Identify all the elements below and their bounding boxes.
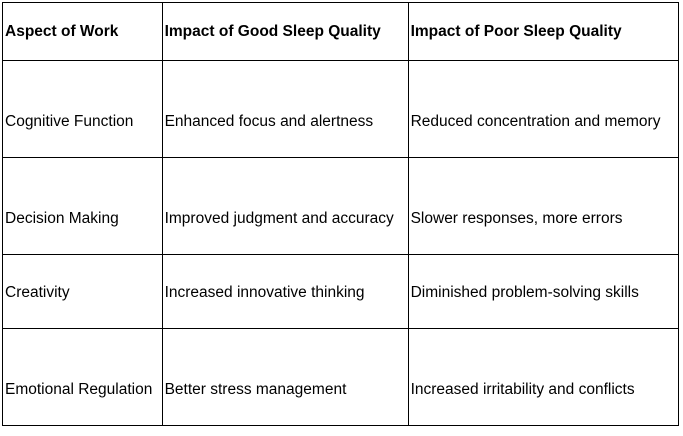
cell-good-impact: Better stress management (161, 327, 409, 427)
table-row: Cognitive Function Enhanced focus and al… (2, 60, 680, 158)
table-header-row: Aspect of Work Impact of Good Sleep Qual… (2, 1, 680, 62)
header-poor-sleep: Impact of Poor Sleep Quality (407, 1, 680, 62)
cell-poor-impact: Slower responses, more errors (407, 156, 680, 256)
cell-poor-impact: Reduced concentration and memory (407, 60, 680, 158)
table-row: Emotional Regulation Better stress manag… (2, 327, 680, 427)
cell-poor-impact: Diminished problem-solving skills (407, 254, 680, 329)
cell-poor-impact: Increased irritability and conflicts (407, 327, 680, 427)
header-good-sleep: Impact of Good Sleep Quality (161, 1, 409, 62)
cell-aspect: Creativity (2, 254, 163, 329)
cell-good-impact: Increased innovative thinking (161, 254, 409, 329)
cell-aspect: Cognitive Function (2, 60, 163, 158)
cell-good-impact: Improved judgment and accuracy (161, 156, 409, 256)
cell-aspect: Emotional Regulation (2, 327, 163, 427)
header-aspect-of-work: Aspect of Work (2, 1, 163, 62)
cell-aspect: Decision Making (2, 156, 163, 256)
table-row: Decision Making Improved judgment and ac… (2, 156, 680, 256)
table-row: Creativity Increased innovative thinking… (2, 254, 680, 329)
sleep-impact-table: Aspect of Work Impact of Good Sleep Qual… (2, 1, 680, 427)
cell-good-impact: Enhanced focus and alertness (161, 60, 409, 158)
